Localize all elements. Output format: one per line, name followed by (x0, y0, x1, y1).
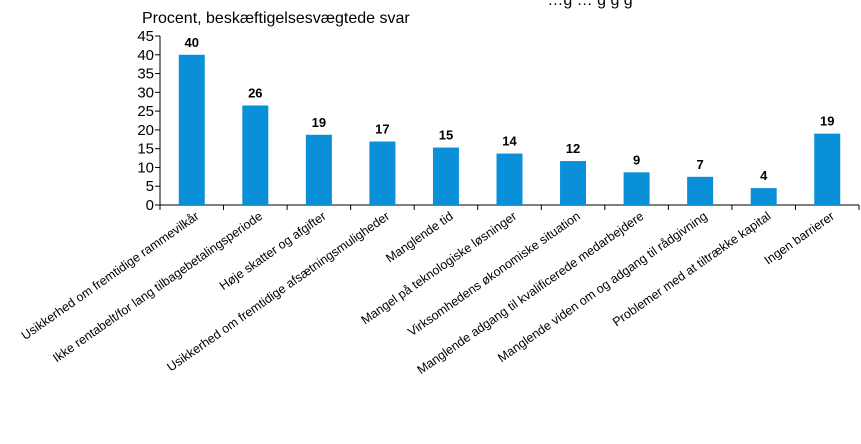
bar (369, 141, 396, 205)
category-labels: Usikkerhed om fremtidige rammevilkårIkke… (19, 209, 837, 377)
bar (432, 147, 459, 205)
chart-title: …g … g g g (547, 0, 632, 9)
data-label: 14 (502, 134, 517, 149)
bar (178, 54, 205, 206)
y-tick-label: 40 (137, 47, 154, 64)
data-label: 12 (566, 141, 580, 156)
data-label: 4 (760, 168, 768, 183)
data-label: 15 (439, 128, 453, 143)
bar (242, 105, 269, 205)
bar (814, 133, 841, 205)
category-label: Høje skatter og afgifter (217, 209, 329, 293)
bar (560, 161, 587, 205)
data-label: 9 (633, 152, 640, 167)
y-tick-label: 15 (137, 141, 154, 158)
category-label: Ingen barrierer (762, 209, 837, 268)
data-label: 26 (248, 85, 262, 100)
data-label: 7 (697, 157, 704, 172)
data-label: 19 (820, 114, 834, 129)
y-axis-unit-label: Procent, beskæftigelsesvægtede svar (142, 10, 410, 27)
y-tick-label: 5 (146, 178, 154, 195)
y-tick-label: 0 (146, 197, 154, 214)
data-label: 17 (375, 122, 389, 137)
data-label: 40 (185, 35, 199, 50)
y-tick-label: 35 (137, 66, 154, 83)
bar (496, 153, 523, 205)
bar (687, 176, 714, 205)
data-labels: 40 26 19 17 15 14 12 9 7 4 19 (185, 35, 835, 183)
category-label: Manglende adgang til kvalificerede medar… (415, 209, 647, 377)
bars (178, 54, 841, 206)
y-tick-label: 25 (137, 103, 154, 120)
bar (750, 188, 777, 205)
y-tick-label: 20 (137, 122, 154, 139)
y-tick-label: 10 (137, 159, 154, 176)
data-label: 19 (312, 115, 326, 130)
category-label: Usikkerhed om fremtidige afsætningsmulig… (164, 209, 392, 374)
y-tick-label: 45 (137, 28, 154, 45)
bar (623, 172, 650, 205)
y-tick-label: 30 (137, 84, 154, 101)
bar (305, 134, 332, 205)
